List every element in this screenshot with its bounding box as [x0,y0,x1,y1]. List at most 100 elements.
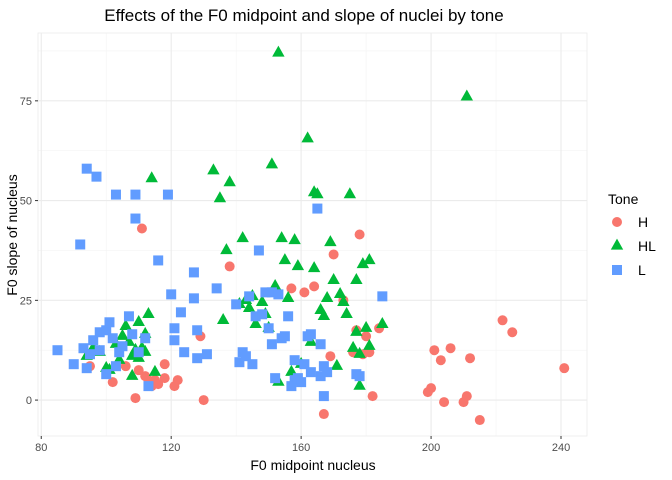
data-point-l [286,381,297,392]
data-point-h [361,331,372,342]
data-point-hl [272,45,285,57]
data-point-h [224,261,235,272]
data-point-l [240,351,251,362]
data-point-l [270,373,281,384]
data-point-h [445,343,456,354]
data-point-l [299,359,310,370]
series-h [84,223,570,426]
data-point-h [130,393,141,404]
x-axis-title: F0 midpoint nucleus [250,457,375,473]
data-point-hl [346,340,360,352]
data-point-hl [340,306,353,318]
data-point-hl [255,294,269,306]
data-point-hl [278,253,292,265]
data-point-l [175,307,186,318]
data-point-l [52,345,63,356]
y-axis-title: F0 slope of nucleus [4,174,20,295]
data-point-l [123,311,134,322]
data-point-h [325,351,336,362]
data-point-l [110,189,121,200]
data-point-h [435,355,446,366]
legend-key-l [612,265,622,275]
data-point-l [104,317,115,328]
data-point-hl [236,231,249,243]
data-point-h [429,345,440,356]
data-point-l [244,291,255,302]
x-tick-label: 240 [552,442,570,454]
data-point-hl [119,318,132,330]
data-point-hl [460,89,474,101]
data-point-hl [220,243,233,255]
data-point-l [94,345,105,356]
data-point-hl [242,300,256,312]
data-point-l [88,335,99,346]
data-point-hl [350,273,363,285]
legend-label: HL [638,238,656,254]
data-point-l [318,361,329,372]
data-point-hl [359,320,373,332]
legend-item-l: L [612,262,646,278]
data-point-l [247,359,258,370]
data-point-h [153,379,164,390]
data-point-hl [311,187,324,199]
data-point-h [318,409,329,420]
data-point-h [474,415,485,426]
data-point-l [305,329,316,340]
x-tick-label: 80 [35,442,47,454]
data-point-l [257,309,268,320]
data-point-l [75,239,86,250]
legend-key-h [612,217,622,227]
data-point-l [68,359,79,370]
data-point-l [279,331,290,342]
data-point-l [266,339,277,350]
data-point-l [211,283,222,294]
data-point-hl [353,346,366,358]
data-point-l [114,347,125,358]
data-point-l [260,287,271,298]
data-point-l [318,391,329,402]
data-point-hl [353,378,366,390]
data-point-l [127,329,138,340]
data-point-l [296,377,307,388]
data-point-l [117,341,128,352]
data-point-hl [275,231,288,243]
legend-item-hl: HL [610,238,656,254]
data-point-hl [356,257,370,269]
data-point-h [286,283,297,294]
data-point-l [133,347,144,358]
data-point-hl [307,261,321,273]
data-point-l [110,361,121,372]
y-tick-label: 25 [20,295,32,307]
axis-ticks: 80 120 160 200 240 0 25 50 75 [20,96,570,454]
data-point-hl [223,175,236,187]
legend-key-hl [610,238,624,250]
data-point-hl [324,235,337,247]
data-point-h [465,353,476,364]
data-point-l [101,369,112,380]
data-point-l [201,349,212,360]
data-point-l [315,371,326,382]
data-point-l [263,323,274,334]
data-point-hl [320,291,334,303]
data-point-hl [363,253,376,265]
legend: Tone H HL L [608,191,656,278]
data-point-l [130,213,141,224]
data-point-hl [116,328,129,340]
data-point-l [188,293,199,304]
data-point-h [309,281,320,292]
data-point-l [107,333,118,344]
data-point-hl [207,163,220,175]
data-point-h [507,327,518,338]
data-point-l [81,163,92,174]
data-point-l [91,171,102,182]
data-point-h [159,359,170,370]
data-point-h [354,229,365,240]
data-point-h [559,363,570,374]
y-tick-label: 50 [20,196,32,208]
data-point-hl [285,364,298,376]
data-point-hl [288,233,301,245]
data-point-hl [281,291,295,303]
data-point-hl [337,294,350,306]
data-point-l [253,245,264,256]
